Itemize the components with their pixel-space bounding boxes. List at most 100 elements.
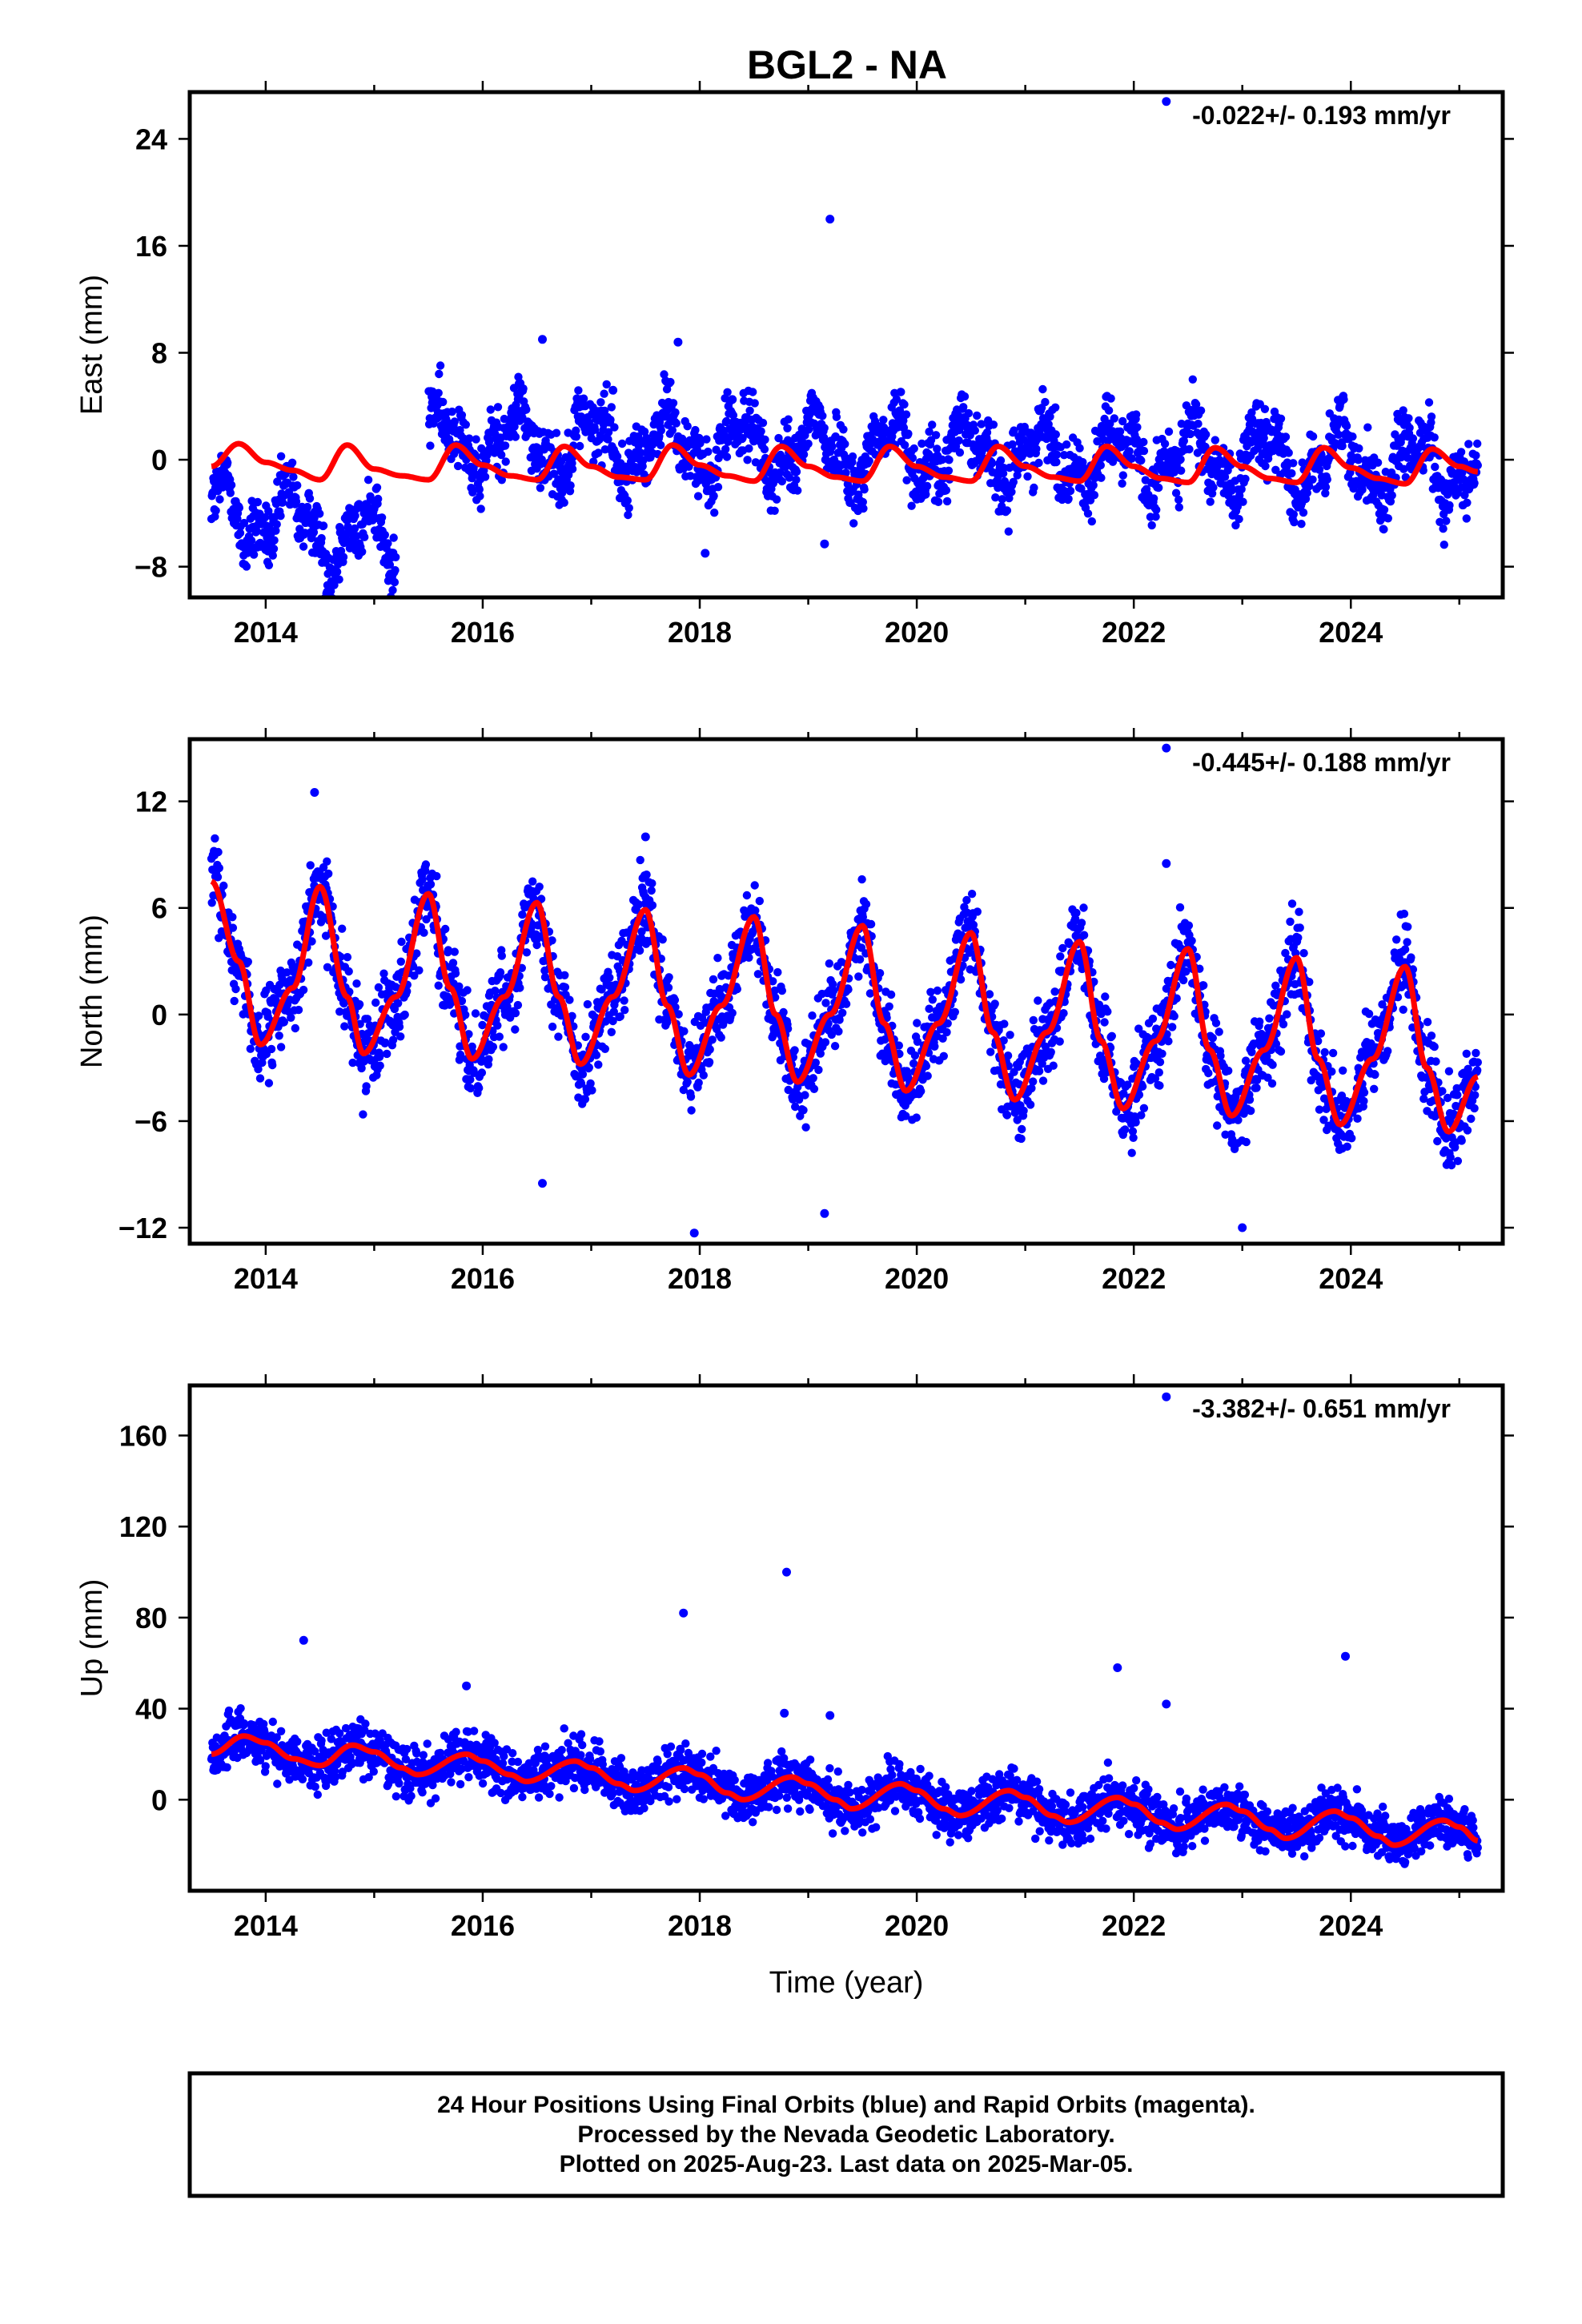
outlier-point — [825, 215, 835, 224]
data-point — [324, 869, 333, 879]
data-point — [1139, 437, 1148, 447]
y-tick-label: 24 — [135, 123, 167, 155]
data-point — [1038, 1076, 1048, 1085]
rate-annotation-east: -0.022+/- 0.193 mm/yr — [1192, 101, 1451, 130]
data-point — [276, 452, 286, 460]
data-point — [696, 439, 705, 448]
data-point — [434, 388, 443, 397]
data-point — [223, 458, 232, 467]
data-point — [1138, 1082, 1147, 1091]
data-point — [1002, 1111, 1012, 1120]
data-point — [704, 447, 713, 456]
data-point — [1456, 448, 1466, 456]
data-point — [476, 505, 485, 513]
data-point — [1191, 400, 1201, 409]
data-point — [254, 1011, 263, 1020]
data-point — [917, 439, 926, 448]
data-point — [1399, 406, 1407, 415]
data-point — [1029, 1015, 1038, 1025]
data-point — [832, 412, 841, 421]
data-point — [1072, 908, 1081, 918]
data-point — [1179, 436, 1189, 445]
data-point — [1295, 907, 1303, 916]
data-point — [228, 923, 238, 932]
data-point — [1305, 481, 1314, 491]
outlier-point — [673, 337, 683, 347]
data-point — [776, 468, 785, 477]
data-point — [276, 1043, 286, 1051]
data-point — [497, 450, 506, 460]
data-point — [226, 489, 235, 497]
data-point — [1460, 491, 1469, 500]
data-point — [913, 1037, 922, 1047]
data-point — [355, 999, 364, 1009]
data-point — [604, 435, 612, 444]
data-point — [962, 895, 971, 905]
data-point — [540, 973, 550, 982]
data-point — [801, 1091, 809, 1100]
data-point — [1431, 462, 1439, 472]
data-point — [1125, 447, 1134, 456]
data-point — [514, 372, 523, 381]
data-point — [421, 860, 431, 869]
data-point — [560, 983, 570, 992]
data-point — [1268, 1060, 1277, 1069]
data-point — [1473, 460, 1483, 470]
data-point — [955, 448, 965, 457]
data-point — [886, 990, 896, 999]
data-point — [537, 455, 546, 464]
data-point — [1216, 1051, 1225, 1060]
data-point — [637, 927, 646, 936]
data-point — [357, 1063, 366, 1073]
data-point — [306, 861, 315, 870]
data-point — [799, 1106, 808, 1115]
data-point — [827, 1030, 837, 1039]
data-point — [227, 480, 236, 489]
outlier-point — [1162, 97, 1171, 107]
data-point — [1472, 451, 1480, 460]
outlier-point — [701, 549, 710, 558]
data-point — [772, 495, 781, 504]
data-point — [945, 456, 954, 464]
data-point — [954, 436, 963, 445]
data-point — [291, 497, 301, 506]
data-point — [381, 1038, 390, 1047]
data-point — [1118, 416, 1127, 426]
data-point — [1164, 427, 1174, 436]
data-point — [455, 982, 464, 991]
data-point — [1338, 441, 1347, 451]
data-point — [917, 1087, 926, 1096]
data-point — [273, 477, 282, 486]
data-point — [391, 565, 400, 575]
data-point — [1083, 509, 1093, 518]
data-point — [1199, 981, 1208, 990]
data-point — [211, 506, 220, 515]
data-point — [1405, 424, 1414, 432]
data-point — [1018, 1124, 1026, 1134]
data-point — [219, 881, 228, 891]
data-point — [860, 485, 869, 494]
data-point — [1383, 514, 1393, 523]
data-point — [453, 461, 463, 471]
data-point — [303, 502, 312, 512]
data-point — [811, 1058, 820, 1068]
data-point — [275, 980, 284, 990]
data-point — [1379, 505, 1389, 514]
data-point — [214, 847, 223, 857]
data-point — [1059, 1009, 1068, 1018]
data-point — [751, 906, 760, 915]
data-point — [931, 431, 941, 440]
data-point — [1155, 1058, 1165, 1067]
data-point — [1034, 1067, 1044, 1076]
data-point — [383, 1049, 391, 1059]
data-point — [1271, 981, 1280, 991]
data-point — [448, 407, 456, 416]
data-point — [769, 977, 777, 986]
data-point — [699, 1071, 708, 1080]
data-point — [933, 444, 942, 453]
data-point — [1132, 1059, 1142, 1068]
data-point — [925, 1004, 934, 1013]
data-point — [930, 1042, 939, 1051]
data-point — [1032, 444, 1041, 453]
